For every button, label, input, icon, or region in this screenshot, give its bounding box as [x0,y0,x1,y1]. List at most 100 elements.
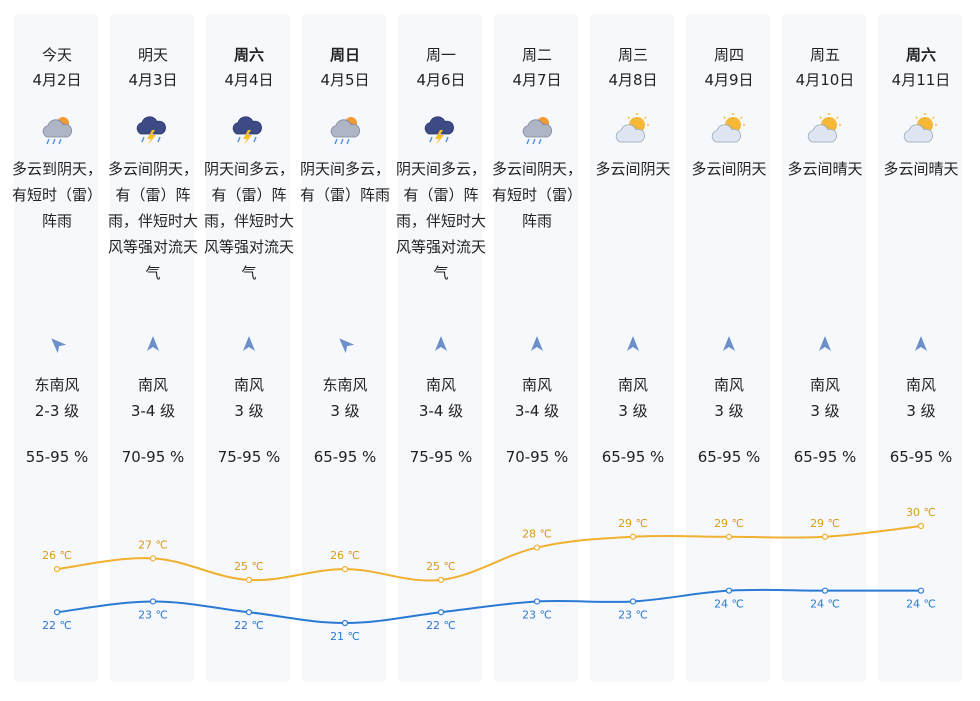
humidity: 65-95 % [889,448,953,466]
high-temp-point [437,576,445,583]
low-temp-point [149,598,157,605]
low-temp-label: 23 ℃ [522,608,552,621]
humidity: 70-95 % [121,448,185,466]
high-temp-point [245,576,253,583]
day-date: 4月9日 [704,71,754,89]
low-temp-label: 24 ℃ [810,598,840,611]
wind-direction: 东南风 [322,376,368,394]
low-temp-label: 24 ℃ [906,598,936,611]
wind-level: 3 级 [810,402,840,420]
day-name: 周六 [905,46,936,64]
high-temp-label: 28 ℃ [522,528,552,541]
day-date: 4月2日 [32,71,82,89]
wind-level: 2-3 级 [34,402,80,420]
cloudy-to-overcast-icon [517,112,557,146]
high-temp-point [341,566,349,573]
humidity: 70-95 % [505,448,569,466]
south-wind-arrow-icon [623,334,643,354]
high-temp-point [629,533,637,540]
wind-level: 3 级 [618,402,648,420]
southeast-wind-arrow-icon [335,334,355,354]
wind-direction: 南风 [617,376,648,394]
wind-level: 3-4 级 [418,402,464,420]
low-temp-label: 24 ℃ [714,598,744,611]
low-temp-label: 21 ℃ [330,630,360,643]
cloudy-to-overcast-icon [37,112,77,146]
day-name: 今天 [41,46,72,64]
wind-direction: 南风 [233,376,264,394]
south-wind-arrow-icon [815,334,835,354]
low-temp-point [533,598,541,605]
high-temp-label: 30 ℃ [906,506,936,519]
cloudy-to-overcast-icon [325,112,365,146]
low-temp-point [629,598,637,605]
humidity: 65-95 % [601,448,665,466]
thunderstorm-icon [229,112,269,146]
weather-description: 多云间阴天 [691,160,767,178]
day-date: 4月4日 [224,71,274,89]
low-temp-point [53,609,61,616]
wind-level: 3 级 [234,402,264,420]
south-wind-arrow-icon [143,334,163,354]
low-temp-label: 22 ℃ [42,619,72,632]
partly-cloudy-icon [805,112,845,146]
high-temp-label: 25 ℃ [426,560,456,573]
high-temp-label: 29 ℃ [810,517,840,530]
high-temp-line [56,525,922,582]
wind-level: 3 级 [330,402,360,420]
humidity: 65-95 % [313,448,377,466]
wind-level: 3 级 [714,402,744,420]
thunderstorm-icon [421,112,461,146]
day-name: 周日 [329,46,360,64]
day-name: 周五 [809,46,840,64]
weather-description: 多云到阴天，有短时（雷）阵雨 [12,160,103,230]
weather-description: 多云间晴天 [787,160,863,178]
low-temp-point [437,609,445,616]
humidity: 75-95 % [409,448,473,466]
low-temp-label: 23 ℃ [138,608,168,621]
weather-description: 多云间晴天 [883,160,959,178]
high-temp-label: 26 ℃ [330,549,360,562]
day-date: 4月3日 [128,71,178,89]
wind-level: 3-4 级 [130,402,176,420]
day-name: 周一 [425,46,456,64]
humidity: 65-95 % [793,448,857,466]
southeast-wind-arrow-icon [47,334,67,354]
day-date: 4月6日 [416,71,466,89]
high-temp-point [149,555,157,562]
weather-description: 阴天间多云，有（雷）阵雨 [300,160,391,204]
humidity: 65-95 % [697,448,761,466]
low-temp-point [341,619,349,627]
partly-cloudy-icon [613,112,653,146]
wind-direction: 南风 [521,376,552,394]
south-wind-arrow-icon [719,334,739,354]
partly-cloudy-icon [901,112,941,146]
south-wind-arrow-icon [911,334,931,354]
low-temp-label: 23 ℃ [618,608,648,621]
weather-description: 多云间阴天，有（雷）阵雨，伴短时大风等强对流天气 [108,160,199,282]
weather-description: 多云间阴天 [595,160,671,178]
south-wind-arrow-icon [239,334,259,354]
low-temp-point [245,609,253,616]
low-temp-point [725,587,733,594]
high-temp-point [821,533,829,540]
high-temp-label: 29 ℃ [714,517,744,530]
day-date: 4月7日 [512,71,562,89]
day-name: 周三 [617,46,648,64]
day-date: 4月8日 [608,71,658,89]
thunderstorm-icon [133,112,173,146]
high-temp-point [533,544,541,551]
high-temp-point [917,522,925,530]
wind-level: 3 级 [906,402,936,420]
wind-direction: 南风 [425,376,456,394]
humidity: 75-95 % [217,448,281,466]
high-temp-point [725,533,733,540]
day-name: 周六 [233,46,264,64]
day-name: 周二 [521,46,552,64]
high-temp-label: 29 ℃ [618,517,648,530]
low-temp-point [917,587,925,594]
wind-direction: 南风 [809,376,840,394]
low-temp-point [821,587,829,594]
day-date: 4月11日 [891,71,951,89]
